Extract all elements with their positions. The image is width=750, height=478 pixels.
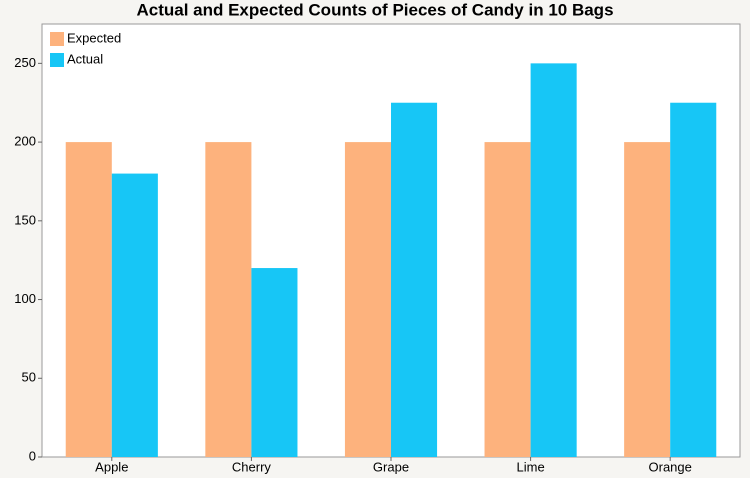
y-tick-label: 0 [29,448,36,463]
bar [391,102,438,458]
bar [111,173,158,457]
y-tick-label: 50 [22,370,36,385]
x-tick-label: Grape [373,459,409,474]
legend-label: Actual [67,51,103,66]
bar [484,142,531,457]
bar [344,142,391,457]
bar [251,268,298,457]
legend-swatch [50,53,64,67]
y-tick-label: 250 [14,55,36,70]
x-tick-label: Orange [649,459,692,474]
y-tick-label: 150 [14,212,36,227]
bar [530,63,577,457]
legend-swatch [50,32,64,46]
y-tick-label: 100 [14,291,36,306]
y-tick-label: 200 [14,134,36,149]
x-tick-label: Lime [517,459,545,474]
x-tick-label: Cherry [232,459,272,474]
x-tick-label: Apple [95,459,128,474]
bar [205,142,252,457]
bar [65,142,112,457]
chart-title: Actual and Expected Counts of Pieces of … [136,0,613,19]
bar [624,142,671,457]
legend-label: Expected [67,30,121,45]
bar [670,102,717,458]
